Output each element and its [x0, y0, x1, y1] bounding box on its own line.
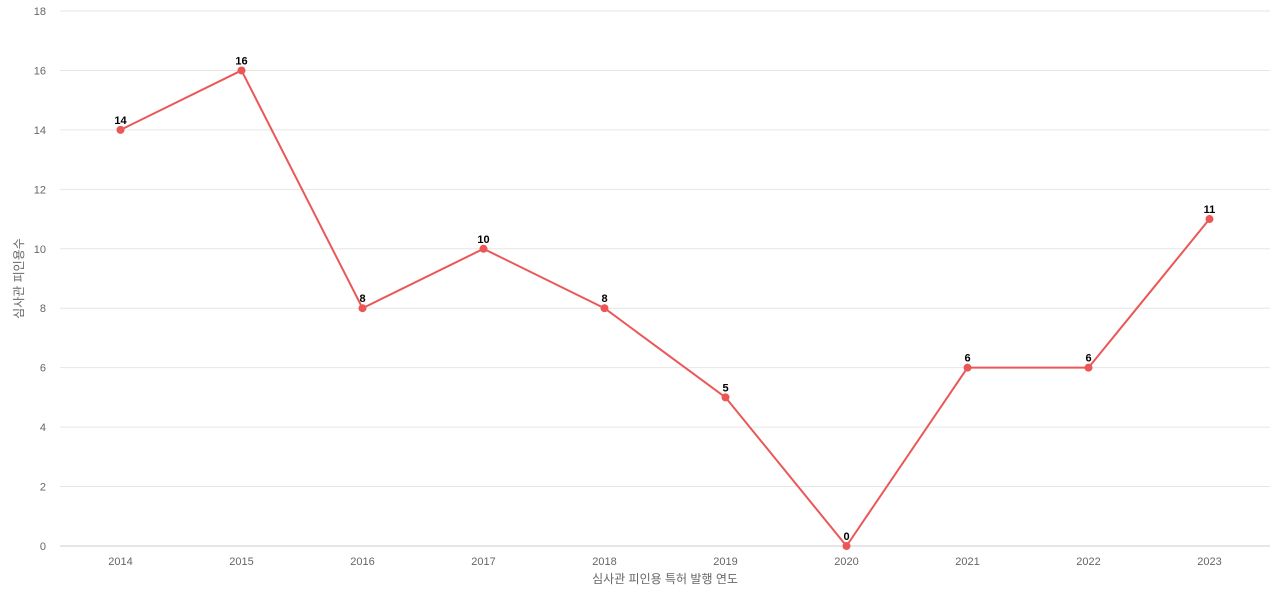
- data-point[interactable]: [237, 66, 246, 75]
- y-tick-label: 6: [40, 363, 46, 375]
- data-point[interactable]: [721, 393, 730, 402]
- y-tick-label: 18: [34, 6, 46, 18]
- data-label: 5: [722, 382, 728, 394]
- x-tick-label: 2015: [229, 556, 253, 568]
- data-label: 11: [1204, 204, 1216, 216]
- x-axis-ticks: 2014 2015 2016 2017 2018 2019 2020 2021 2022 2023: [108, 556, 1221, 568]
- data-point[interactable]: [479, 244, 488, 253]
- data-point[interactable]: [842, 542, 851, 550]
- y-tick-label: 8: [40, 303, 46, 315]
- data-point[interactable]: [358, 304, 367, 313]
- x-tick-label: 2019: [713, 556, 737, 568]
- data-label: 16: [235, 55, 247, 67]
- x-tick-label: 2016: [350, 556, 374, 568]
- x-tick-label: 2021: [955, 556, 979, 568]
- data-point[interactable]: [1205, 215, 1214, 224]
- y-tick-label: 14: [34, 125, 46, 137]
- y-axis-title: 심사관 피인용수: [12, 238, 26, 319]
- x-tick-label: 2020: [834, 556, 858, 568]
- data-label: 10: [477, 234, 489, 246]
- y-tick-label: 2: [40, 482, 46, 494]
- data-label: 8: [601, 293, 607, 305]
- series-line: [120, 69, 1211, 547]
- data-points: [116, 66, 1214, 550]
- x-tick-label: 2014: [108, 556, 132, 568]
- data-label: 0: [843, 531, 849, 543]
- series-group: [120, 69, 1211, 547]
- data-label: 6: [964, 353, 970, 365]
- x-tick-label: 2018: [592, 556, 616, 568]
- data-point[interactable]: [963, 363, 972, 372]
- x-axis-title: 심사관 피인용 특허 발행 연도: [592, 571, 738, 586]
- data-labels: 14 16 8 10 8 5 0 6 6 11: [114, 55, 1215, 543]
- y-tick-label: 10: [34, 244, 46, 256]
- x-tick-label: 2017: [471, 556, 495, 568]
- gridlines: [60, 10, 1270, 488]
- data-point[interactable]: [1084, 363, 1093, 372]
- y-tick-label: 0: [40, 541, 46, 553]
- y-axis-ticks: 0 2 4 6 8 10 12 14 16 18: [34, 6, 46, 553]
- x-tick-label: 2023: [1197, 556, 1221, 568]
- data-label: 6: [1085, 353, 1091, 365]
- data-point[interactable]: [116, 125, 125, 134]
- data-label: 14: [114, 115, 127, 127]
- data-label: 8: [359, 293, 365, 305]
- y-tick-label: 16: [34, 65, 46, 77]
- y-tick-label: 12: [34, 184, 46, 196]
- x-tick-label: 2022: [1076, 556, 1100, 568]
- data-point[interactable]: [600, 304, 609, 313]
- y-tick-label: 4: [40, 422, 46, 434]
